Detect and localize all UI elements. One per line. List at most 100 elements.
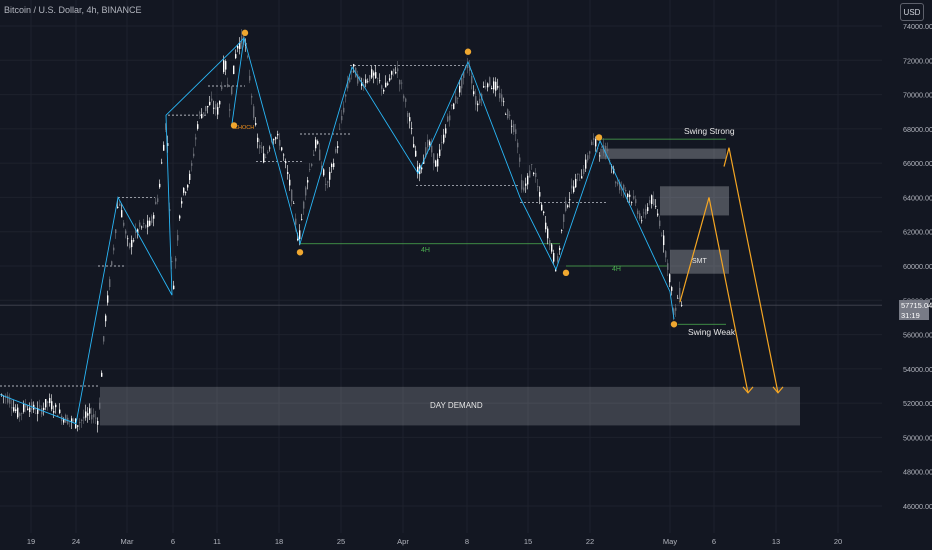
- candle-body: [15, 409, 17, 411]
- candle-body: [515, 129, 517, 134]
- candle-body: [155, 201, 157, 205]
- candle-body: [675, 307, 677, 311]
- candle-body: [477, 103, 479, 106]
- candle-body: [227, 84, 229, 87]
- candle-body: [261, 147, 263, 149]
- candle-body: [39, 405, 41, 407]
- candle-body: [523, 187, 525, 191]
- candle-body: [371, 69, 373, 78]
- candle-body: [469, 66, 471, 71]
- candle-body: [459, 86, 461, 93]
- candle-body: [79, 422, 81, 424]
- candle-body: [51, 401, 53, 410]
- candle-body: [143, 222, 145, 224]
- candle-body: [545, 222, 547, 230]
- candle-body: [667, 263, 669, 270]
- candle-body: [247, 56, 249, 58]
- candle-body: [649, 200, 651, 204]
- candle-body: [293, 202, 295, 204]
- candle-body: [103, 336, 105, 342]
- candle-body: [297, 238, 299, 241]
- candle-body: [119, 203, 121, 206]
- candle-body: [637, 210, 639, 215]
- candle-body: [9, 397, 11, 404]
- candle-body: [255, 123, 257, 125]
- price-axis[interactable]: 74000.00 72000.00 70000.00 68000.00 66000.00…: [903, 22, 932, 511]
- candle-body: [241, 35, 243, 44]
- candle-body: [47, 401, 49, 404]
- candle-body: [409, 117, 411, 122]
- candle-body: [127, 238, 129, 240]
- candle-body: [365, 79, 367, 84]
- candle-body: [401, 82, 403, 84]
- currency-button[interactable]: USD: [900, 3, 924, 21]
- time-axis[interactable]: 19 24 Mar 6 11 18 25 Apr 8 15 22 May 6 13 20: [27, 537, 842, 546]
- candle-body: [307, 180, 309, 183]
- candle-body: [345, 94, 347, 97]
- candle-body: [647, 207, 649, 212]
- candle-body: [449, 115, 451, 121]
- candle-body: [367, 81, 369, 83]
- candle-body: [187, 184, 189, 188]
- candle-body: [657, 213, 659, 216]
- chart-grid: [0, 0, 882, 533]
- candle-body: [7, 395, 9, 403]
- candle-body: [179, 215, 181, 219]
- candle-body: [157, 198, 159, 202]
- candle-body: [211, 98, 213, 101]
- pivot-dot: [562, 269, 570, 277]
- candle-body: [209, 101, 211, 106]
- candle-body: [251, 95, 253, 98]
- candle-body: [677, 297, 679, 299]
- candle-body: [413, 144, 415, 148]
- candle-body: [437, 159, 439, 167]
- candle-body: [279, 139, 281, 146]
- candle-body: [249, 75, 251, 81]
- candle-body: [1, 394, 3, 396]
- candle-body: [483, 86, 485, 88]
- candle-body: [239, 42, 241, 50]
- candle-body: [509, 114, 511, 116]
- candle-body: [339, 128, 341, 130]
- candle-body: [463, 71, 465, 78]
- candle-body: [533, 172, 535, 175]
- candle-body: [499, 93, 501, 99]
- candle-body: [181, 201, 183, 204]
- candle-body: [539, 192, 541, 197]
- candle-body: [19, 413, 21, 416]
- candle-body: [487, 83, 489, 88]
- candle-body: [585, 159, 587, 169]
- pivot-dot: [296, 249, 304, 256]
- candle-body: [349, 77, 351, 83]
- candle-body: [77, 425, 79, 427]
- candle-body: [421, 167, 423, 170]
- candle-body: [405, 98, 407, 102]
- pivot-points: [230, 29, 678, 328]
- candle-body: [411, 127, 413, 129]
- candle-body: [493, 81, 495, 90]
- candle-body: [221, 85, 223, 90]
- candle-body: [59, 409, 61, 414]
- candle-body: [403, 95, 405, 99]
- candle-body: [521, 180, 523, 190]
- candle-body: [289, 179, 291, 186]
- candle-body: [253, 106, 255, 118]
- candle-body: [651, 195, 653, 205]
- candle-body: [461, 78, 463, 89]
- projection-arrowhead: [772, 386, 784, 394]
- candle-body: [263, 153, 265, 163]
- candle-body: [583, 168, 585, 175]
- candle-body: [171, 260, 173, 263]
- candle-body: [605, 145, 607, 158]
- candle-body: [85, 411, 87, 418]
- candle-body: [43, 407, 45, 410]
- candle-body: [525, 183, 527, 186]
- y-tick-label: 62000.00: [903, 228, 932, 237]
- pivot-dot: [464, 48, 472, 55]
- candle-body: [331, 163, 333, 168]
- candle-body: [213, 107, 215, 109]
- zone-box: [100, 386, 800, 426]
- candle-body: [323, 169, 325, 176]
- candle-body: [357, 74, 359, 84]
